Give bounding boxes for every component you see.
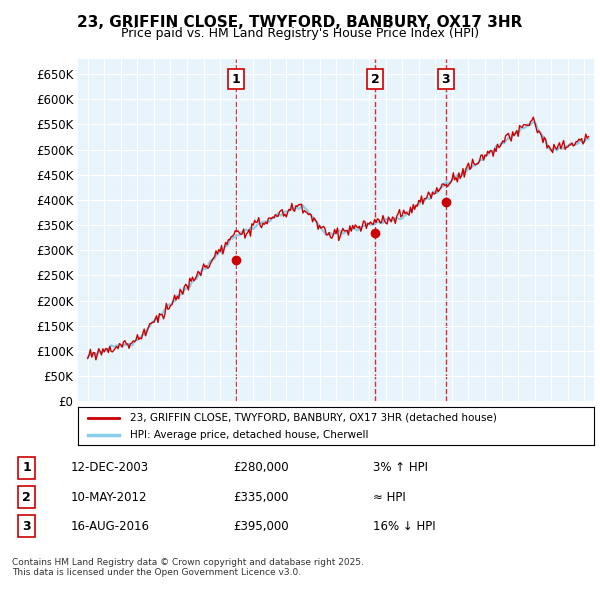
Text: £280,000: £280,000 <box>233 461 289 474</box>
Text: 3: 3 <box>22 520 31 533</box>
Text: 23, GRIFFIN CLOSE, TWYFORD, BANBURY, OX17 3HR (detached house): 23, GRIFFIN CLOSE, TWYFORD, BANBURY, OX1… <box>130 413 496 423</box>
Text: 2: 2 <box>371 73 379 86</box>
Text: 12-DEC-2003: 12-DEC-2003 <box>70 461 148 474</box>
Text: 3% ↑ HPI: 3% ↑ HPI <box>373 461 428 474</box>
Text: 16% ↓ HPI: 16% ↓ HPI <box>373 520 436 533</box>
Text: Price paid vs. HM Land Registry's House Price Index (HPI): Price paid vs. HM Land Registry's House … <box>121 27 479 40</box>
Text: 1: 1 <box>232 73 240 86</box>
Text: HPI: Average price, detached house, Cherwell: HPI: Average price, detached house, Cher… <box>130 430 368 440</box>
Text: ≈ HPI: ≈ HPI <box>373 490 406 504</box>
Text: 16-AUG-2016: 16-AUG-2016 <box>70 520 149 533</box>
Text: 10-MAY-2012: 10-MAY-2012 <box>70 490 146 504</box>
Text: Contains HM Land Registry data © Crown copyright and database right 2025.
This d: Contains HM Land Registry data © Crown c… <box>12 558 364 577</box>
Text: 1: 1 <box>22 461 31 474</box>
Text: £395,000: £395,000 <box>233 520 289 533</box>
Text: 2: 2 <box>22 490 31 504</box>
Text: 3: 3 <box>442 73 450 86</box>
Text: £335,000: £335,000 <box>233 490 289 504</box>
Text: 23, GRIFFIN CLOSE, TWYFORD, BANBURY, OX17 3HR: 23, GRIFFIN CLOSE, TWYFORD, BANBURY, OX1… <box>77 15 523 30</box>
